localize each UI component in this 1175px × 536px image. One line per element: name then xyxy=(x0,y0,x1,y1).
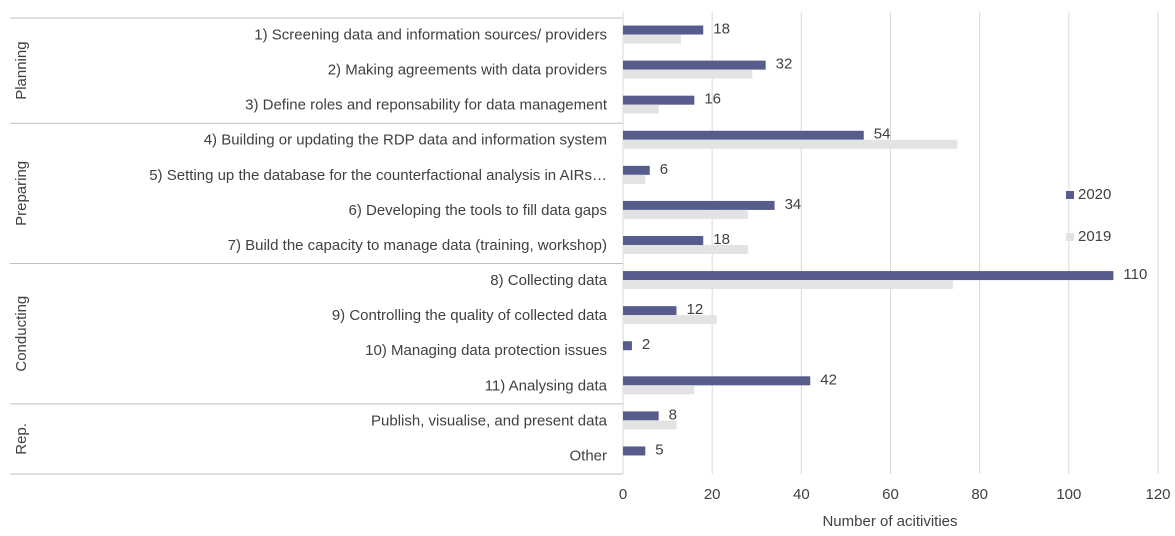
bar xyxy=(623,139,958,149)
y-tick-label: 4) Building or updating the RDP data and… xyxy=(204,132,607,149)
y-tick-label: 6) Developing the tools to fill data gap… xyxy=(349,202,608,219)
y-tick-label: 10) Managing data protection issues xyxy=(365,342,607,359)
bar xyxy=(623,315,717,325)
bar xyxy=(623,385,695,395)
data-label: 16 xyxy=(704,91,721,108)
y-tick-label: 8) Collecting data xyxy=(490,272,607,289)
data-label: 2 xyxy=(642,336,650,353)
bar xyxy=(623,95,695,105)
data-label: 54 xyxy=(874,126,891,143)
y-tick-label: 5) Setting up the database for the count… xyxy=(149,167,607,184)
y-tick-label: 7) Build the capacity to manage data (tr… xyxy=(228,237,607,254)
legend-swatch xyxy=(1066,233,1074,241)
x-tick-label: 60 xyxy=(882,486,899,503)
legend-label: 2020 xyxy=(1078,186,1111,203)
y-tick-label: Other xyxy=(569,447,607,464)
x-tick-label: 40 xyxy=(793,486,810,503)
data-label: 12 xyxy=(687,301,704,318)
legend-label: 2019 xyxy=(1078,228,1111,245)
bar xyxy=(623,130,864,140)
bar xyxy=(623,411,659,421)
bar xyxy=(623,306,677,316)
group-label: Rep. xyxy=(13,423,30,455)
data-label: 42 xyxy=(820,371,837,388)
bar xyxy=(623,209,748,219)
data-label: 8 xyxy=(669,406,677,423)
data-label: 32 xyxy=(776,56,793,73)
group-label: Preparing xyxy=(13,161,30,226)
x-tick-label: 20 xyxy=(704,486,721,503)
y-tick-label: 9) Controlling the quality of collected … xyxy=(332,307,608,324)
x-tick-label: 0 xyxy=(619,486,627,503)
bar xyxy=(623,420,677,430)
x-axis-title: Number of acitivities xyxy=(822,513,957,530)
y-tick-label: 3) Define roles and reponsability for da… xyxy=(245,97,608,114)
bar xyxy=(623,236,704,245)
bar xyxy=(623,60,766,70)
bar xyxy=(623,341,632,351)
bar xyxy=(623,245,748,254)
y-tick-label: 1) Screening data and information source… xyxy=(254,27,607,44)
group-label: Planning xyxy=(13,41,30,99)
y-tick-label: 2) Making agreements with data providers xyxy=(328,62,607,79)
bar xyxy=(623,34,681,44)
group-label: Conducting xyxy=(13,296,30,372)
x-tick-label: 120 xyxy=(1145,486,1170,503)
x-tick-label: 100 xyxy=(1056,486,1081,503)
bar xyxy=(623,25,704,35)
bar xyxy=(623,200,775,210)
y-tick-label: Publish, visualise, and present data xyxy=(371,412,608,429)
data-label: 6 xyxy=(660,161,668,178)
bar xyxy=(623,376,811,386)
bar xyxy=(623,165,650,175)
data-label: 34 xyxy=(785,196,802,213)
data-label: 18 xyxy=(713,231,730,248)
bar xyxy=(623,174,646,184)
bar xyxy=(623,280,953,290)
bar xyxy=(623,271,1114,281)
bar xyxy=(623,69,753,79)
y-tick-label: 11) Analysing data xyxy=(485,377,608,394)
bar xyxy=(623,446,646,456)
data-label: 110 xyxy=(1123,266,1147,283)
data-label: 5 xyxy=(655,441,663,458)
x-tick-label: 80 xyxy=(971,486,988,503)
legend-swatch xyxy=(1066,191,1074,199)
bar xyxy=(623,104,659,114)
data-label: 18 xyxy=(713,21,730,38)
